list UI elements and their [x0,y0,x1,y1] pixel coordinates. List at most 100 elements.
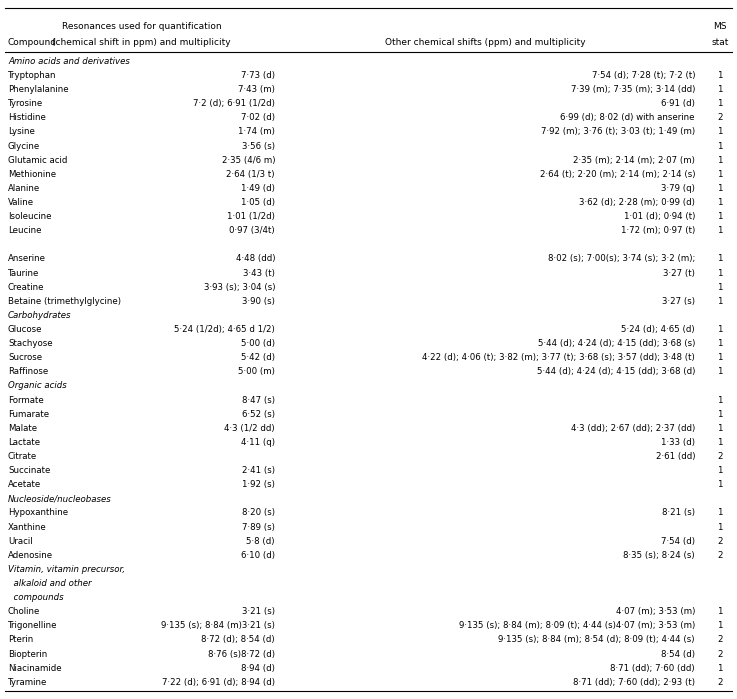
Text: 8·20 (s): 8·20 (s) [242,508,275,517]
Text: Vitamin, vitamin precursor,: Vitamin, vitamin precursor, [8,565,125,574]
Text: Alanine: Alanine [8,184,41,193]
Text: 2: 2 [717,452,723,461]
Text: 1: 1 [717,325,723,334]
Text: Adenosine: Adenosine [8,551,53,560]
Text: Uracil: Uracil [8,537,32,546]
Text: Tyrosine: Tyrosine [8,99,43,108]
Text: 1: 1 [717,410,723,419]
Text: 7·89 (s): 7·89 (s) [242,523,275,532]
Text: 6·91 (d): 6·91 (d) [661,99,695,108]
Text: 8·21 (s): 8·21 (s) [662,508,695,517]
Text: 1: 1 [717,142,723,150]
Text: 1: 1 [717,523,723,532]
Text: 2: 2 [717,537,723,546]
Text: 1: 1 [717,424,723,433]
Text: Stachyose: Stachyose [8,339,52,348]
Text: Raffinose: Raffinose [8,368,48,376]
Text: Pterin: Pterin [8,635,33,644]
Text: 3·93 (s); 3·04 (s): 3·93 (s); 3·04 (s) [203,282,275,291]
Text: 0·97 (3/4t): 0·97 (3/4t) [229,226,275,236]
Text: 3·62 (d); 2·28 (m); 0·99 (d): 3·62 (d); 2·28 (m); 0·99 (d) [579,198,695,207]
Text: Malate: Malate [8,424,37,433]
Text: 3·56 (s): 3·56 (s) [242,142,275,150]
Text: Sucrose: Sucrose [8,353,42,362]
Text: alkaloid and other: alkaloid and other [8,579,91,588]
Text: 8·35 (s); 8·24 (s): 8·35 (s); 8·24 (s) [624,551,695,560]
Text: Taurine: Taurine [8,268,39,278]
Text: 7·73 (d): 7·73 (d) [241,71,275,80]
Text: 4·11 (q): 4·11 (q) [241,438,275,447]
Text: 1: 1 [717,353,723,362]
Text: 1: 1 [717,268,723,278]
Text: 1: 1 [717,71,723,80]
Text: 3·90 (s): 3·90 (s) [242,297,275,306]
Text: Acetate: Acetate [8,480,41,489]
Text: Isoleucine: Isoleucine [8,212,52,221]
Text: Histidine: Histidine [8,113,46,122]
Text: 5·24 (d); 4·65 (d): 5·24 (d); 4·65 (d) [621,325,695,334]
Text: 1·74 (m): 1·74 (m) [238,127,275,136]
Text: compounds: compounds [8,593,63,602]
Text: 4·48 (dd): 4·48 (dd) [236,254,275,264]
Text: 8·76 (s)8·72 (d): 8·76 (s)8·72 (d) [208,649,275,658]
Text: 1: 1 [717,339,723,348]
Text: 5·24 (1/2d); 4·65 d 1/2): 5·24 (1/2d); 4·65 d 1/2) [174,325,275,334]
Text: 1: 1 [717,607,723,617]
Text: 4·3 (1/2 dd): 4·3 (1/2 dd) [224,424,275,433]
Text: Glycine: Glycine [8,142,41,150]
Text: 1: 1 [717,508,723,517]
Text: 5·42 (d): 5·42 (d) [241,353,275,362]
Text: stat: stat [711,38,729,47]
Text: 9·135 (s); 8·84 (m); 8·54 (d); 8·09 (t); 4·44 (s): 9·135 (s); 8·84 (m); 8·54 (d); 8·09 (t);… [498,635,695,644]
Text: Nucleoside/nucleobases: Nucleoside/nucleobases [8,494,112,503]
Text: 1: 1 [717,156,723,165]
Text: 7·02 (d): 7·02 (d) [241,113,275,122]
Text: 1: 1 [717,368,723,376]
Text: Leucine: Leucine [8,226,41,236]
Text: 1: 1 [717,170,723,179]
Text: Choline: Choline [8,607,41,617]
Text: Lysine: Lysine [8,127,35,136]
Text: 1: 1 [717,198,723,207]
Text: 1·01 (1/2d): 1·01 (1/2d) [227,212,275,221]
Text: 8·02 (s); 7·00(s); 3·74 (s); 3·2 (m);: 8·02 (s); 7·00(s); 3·74 (s); 3·2 (m); [548,254,695,264]
Text: 2·35 (m); 2·14 (m); 2·07 (m): 2·35 (m); 2·14 (m); 2·07 (m) [573,156,695,165]
Text: 5·00 (m): 5·00 (m) [238,368,275,376]
Text: Phenylalanine: Phenylalanine [8,85,69,94]
Text: Methionine: Methionine [8,170,56,179]
Text: 7·54 (d): 7·54 (d) [661,537,695,546]
Text: Lactate: Lactate [8,438,40,447]
Text: 6·10 (d): 6·10 (d) [241,551,275,560]
Text: 2·35 (4/6 m): 2·35 (4/6 m) [222,156,275,165]
Text: Resonances used for quantification: Resonances used for quantification [62,22,221,31]
Text: 5·8 (d): 5·8 (d) [246,537,275,546]
Text: 3·27 (s): 3·27 (s) [662,297,695,306]
Text: Hypoxanthine: Hypoxanthine [8,508,68,517]
Text: 1: 1 [717,254,723,264]
Text: 9·135 (s); 8·84 (m); 8·09 (t); 4·44 (s)4·07 (m); 3·53 (m): 9·135 (s); 8·84 (m); 8·09 (t); 4·44 (s)4… [458,621,695,630]
Text: 1: 1 [717,85,723,94]
Text: Carbohydrates: Carbohydrates [8,311,71,320]
Text: 1: 1 [717,282,723,291]
Text: Anserine: Anserine [8,254,46,264]
Text: 4·3 (dd); 2·67 (dd); 2·37 (dd): 4·3 (dd); 2·67 (dd); 2·37 (dd) [570,424,695,433]
Text: 1·49 (d): 1·49 (d) [241,184,275,193]
Text: 1: 1 [717,621,723,630]
Text: 1·33 (d): 1·33 (d) [661,438,695,447]
Text: 1: 1 [717,480,723,489]
Text: 6·99 (d); 8·02 (d) with anserine: 6·99 (d); 8·02 (d) with anserine [561,113,695,122]
Text: 3·21 (s): 3·21 (s) [242,607,275,617]
Text: Organic acids: Organic acids [8,382,67,391]
Text: 2·41 (s): 2·41 (s) [242,466,275,475]
Text: 2: 2 [717,635,723,644]
Text: 2: 2 [717,678,723,687]
Text: Citrate: Citrate [8,452,38,461]
Text: 6·52 (s): 6·52 (s) [242,410,275,419]
Text: 7·39 (m); 7·35 (m); 3·14 (dd): 7·39 (m); 7·35 (m); 3·14 (dd) [570,85,695,94]
Text: Compound: Compound [8,38,57,47]
Text: 3·43 (t): 3·43 (t) [243,268,275,278]
Text: 8·54 (d): 8·54 (d) [661,649,695,658]
Text: Creatine: Creatine [8,282,44,291]
Text: Tryptophan: Tryptophan [8,71,57,80]
Text: 8·71 (dd); 7·60 (dd): 8·71 (dd); 7·60 (dd) [610,664,695,672]
